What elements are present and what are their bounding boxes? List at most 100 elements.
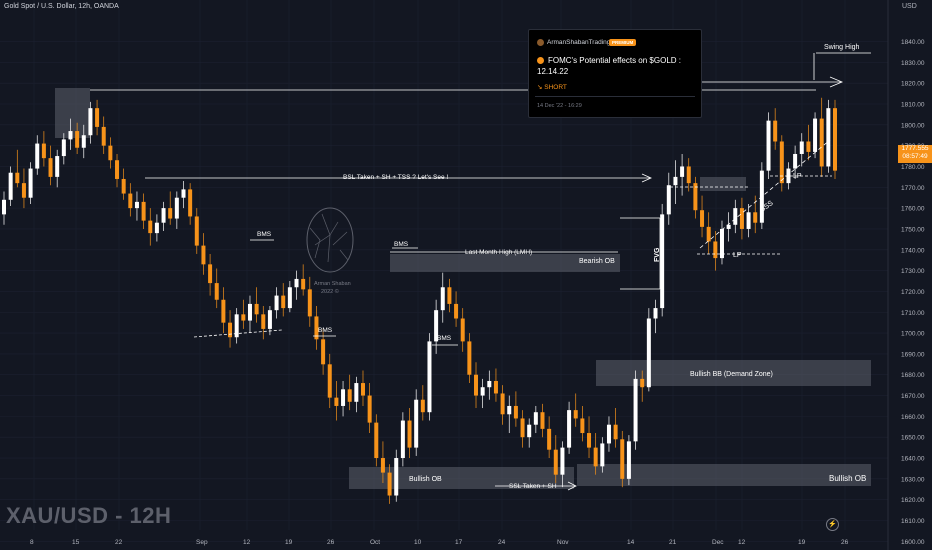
candle-body [2,199,6,215]
price-tick-label: 1780.00 [901,164,925,171]
candle-body [573,410,578,419]
bms-label-3: BMS [394,241,409,248]
bullish-ob-label-1: Bullish OB [409,476,442,483]
candle-body [334,397,339,406]
idea-card[interactable]: ArmanShabanTrading PREMIUM FOMC's Potent… [528,29,702,118]
candle-body [593,447,598,467]
candle-body [553,449,558,475]
candle-body [181,189,186,198]
candle-body [613,424,618,440]
candle-body [115,160,120,179]
candle-body [21,183,26,198]
candle-body [746,212,751,229]
candle-body [833,108,837,171]
candle-body [55,156,60,177]
candle-body [247,303,252,321]
candle-body [347,389,352,402]
candle-body [460,318,465,342]
lp-label-1: LP [793,173,802,180]
candle-body [493,380,498,394]
date-tick-label: Dec [712,539,724,546]
candle-body [161,208,166,223]
bms-label-2: BMS [318,327,333,334]
author-name[interactable]: ArmanShabanTrading [547,39,611,46]
candle-body [447,287,452,304]
candle-body [773,120,778,142]
lightning-icon[interactable]: ⚡ [826,518,839,531]
candle-body [474,374,479,396]
date-tick-label: Nov [557,539,569,546]
candle-body [560,447,565,475]
price-tick-label: 1800.00 [901,122,925,129]
candle-body [527,424,532,438]
candle-body [739,208,744,229]
time-axis[interactable]: 8 15 22 Sep 12 19 26 Oct 10 17 24 Nov 14 21 Dec 12 19 26 [30,539,849,546]
premium-badge: PREMIUM [609,39,637,46]
candle-body [793,153,798,169]
candle-body [261,314,266,329]
annotation-lines [90,52,871,491]
candle-body [95,108,100,127]
candle-body [327,364,332,398]
brain-logo [306,207,354,273]
candle-body [48,158,53,177]
bearish-ob-zone [390,254,620,272]
candle-body [41,143,46,159]
price-tick-label: 1600.00 [901,539,925,546]
bms-label-1: BMS [257,231,272,238]
price-tick-label: 1820.00 [901,81,925,88]
candle-body [600,443,605,467]
date-tick-label: 8 [30,539,34,546]
candle-body [567,410,572,448]
price-axis[interactable]: 1840.001830.001820.001810.001800.001790.… [887,0,925,550]
candle-body [786,168,791,184]
current-price-tag: 1777.555 08:57:49 [898,145,932,163]
candle-body [693,183,698,211]
price-tick-label: 1750.00 [901,226,925,233]
candle-body [547,428,552,450]
candle-body [88,108,93,136]
date-tick-label: 26 [327,539,335,546]
price-tick-label: 1640.00 [901,456,925,463]
candle-body [766,120,771,171]
date-tick-label: Sep [196,539,208,546]
candle-body [267,310,272,329]
candle-body [580,418,585,434]
candle-body [254,303,259,315]
lmh-label: Last Month High (LMH) [465,249,532,256]
price-tick-label: 1710.00 [901,310,925,317]
candle-body [307,289,312,317]
candle-body [640,378,645,388]
candle-body [826,108,831,167]
symbol-header[interactable]: Gold Spot / U.S. Dollar, 12h, OANDA [4,3,119,10]
candle-body [394,458,399,496]
candle-body [380,458,385,473]
idea-title[interactable]: FOMC's Potential effects on $GOLD : 12.1… [537,56,681,76]
candle-body [520,418,525,438]
candles-layer[interactable] [2,97,837,504]
candle-body [314,316,319,340]
candle-body [620,439,625,479]
candle-body [533,412,538,425]
date-tick-label: 21 [669,539,677,546]
candle-body [813,118,818,152]
candle-body [400,420,405,459]
short-direction: ↘ SHORT [537,84,567,91]
candle-body [507,405,512,415]
candle-body [686,166,691,184]
watermark: XAU/USD - 12H [6,503,172,528]
candle-body [374,422,379,459]
sss-trendline [699,139,831,249]
card-divider [535,96,695,97]
candle-body [354,383,359,402]
date-tick-label: 19 [285,539,293,546]
bsl-label: BSL Taken + SH + TSS ? Let's See ! [343,174,448,181]
fvg-label: FVG [654,247,661,262]
candle-body [28,168,33,198]
date-tick-label: 14 [627,539,635,546]
price-tick-label: 1700.00 [901,331,925,338]
date-tick-label: 19 [798,539,806,546]
price-tick-label: 1840.00 [901,39,925,46]
candle-body [540,412,545,429]
